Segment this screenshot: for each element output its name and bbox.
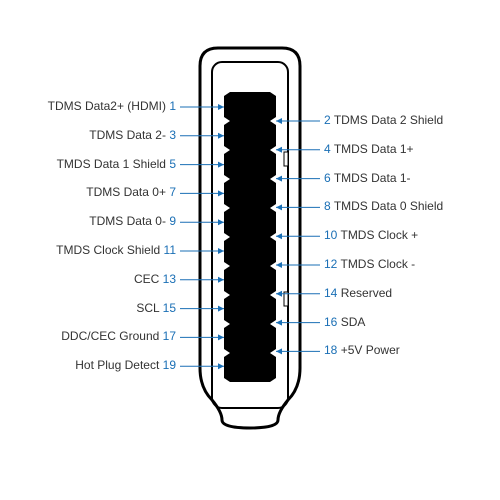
pin-label: SCL 15 — [136, 302, 176, 314]
pin-label: 8 TMDS Data 0 Shield — [324, 200, 443, 212]
pin-number: 8 — [324, 199, 331, 213]
pin-number: 3 — [169, 128, 176, 142]
pin-text: TMDS Clock Shield — [56, 243, 160, 257]
pin-text: TDMS Data 0+ — [86, 185, 166, 199]
pin-text: TMDS Data 0 Shield — [334, 199, 443, 213]
pin-number: 7 — [169, 185, 176, 199]
pin-label: 4 TMDS Data 1+ — [324, 143, 414, 155]
pin-label: 14 Reserved — [324, 287, 392, 299]
pin-text: SCL — [136, 301, 159, 315]
pin-number: 6 — [324, 171, 331, 185]
pin-number: 18 — [324, 343, 337, 357]
pin-text: Hot Plug Detect — [75, 358, 159, 372]
pin-text: +5V Power — [341, 343, 400, 357]
pin-text: TDMS Data 2 Shield — [334, 113, 443, 127]
pin-label: 2 TDMS Data 2 Shield — [324, 114, 443, 126]
pin-number: 12 — [324, 257, 337, 271]
pin-number: 13 — [163, 272, 176, 286]
pin-text: TMDS Clock + — [340, 228, 418, 242]
pin-label: TDMS Data2+ (HDMI) 1 — [48, 100, 176, 112]
pin-label: Hot Plug Detect 19 — [75, 359, 176, 371]
pin-label: 16 SDA — [324, 316, 365, 328]
pin-text: TMDS Data 1+ — [334, 142, 414, 156]
pin-number: 19 — [163, 358, 176, 372]
pin-number: 14 — [324, 286, 337, 300]
pin-label: TMDS Clock Shield 11 — [56, 244, 176, 256]
pin-number: 16 — [324, 315, 337, 329]
pin-text: CEC — [134, 272, 159, 286]
pin-number: 17 — [163, 329, 176, 343]
pin-number: 15 — [163, 301, 176, 315]
pin-number: 1 — [169, 99, 176, 113]
pin-label: 10 TMDS Clock + — [324, 229, 418, 241]
pin-label: DDC/CEC Ground 17 — [61, 330, 176, 342]
pin-label: TDMS Data 0- 9 — [89, 215, 176, 227]
pin-number: 10 — [324, 228, 337, 242]
pin-text: TMDS Data 1 Shield — [57, 157, 166, 171]
pin-number: 11 — [164, 243, 176, 257]
pin-number: 2 — [324, 113, 331, 127]
pin-text: TDMS Data2+ (HDMI) — [48, 99, 166, 113]
pin-number: 4 — [324, 142, 331, 156]
pin-label: CEC 13 — [134, 273, 176, 285]
pin-text: TMDS Clock - — [340, 257, 415, 271]
pin-label: TDMS Data 0+ 7 — [86, 186, 176, 198]
pin-text: TDMS Data 0- — [89, 214, 166, 228]
pin-label: TMDS Data 1 Shield 5 — [57, 158, 176, 170]
pin-text: TDMS Data 2- — [89, 128, 166, 142]
pin-text: DDC/CEC Ground — [61, 329, 159, 343]
pin-label: 12 TMDS Clock - — [324, 258, 415, 270]
pin-number: 9 — [169, 214, 176, 228]
pin-text: Reserved — [341, 286, 392, 300]
pin-label: 6 TMDS Data 1- — [324, 172, 411, 184]
pin-text: TMDS Data 1- — [334, 171, 411, 185]
pin-label: TDMS Data 2- 3 — [89, 129, 176, 141]
pin-text: SDA — [341, 315, 366, 329]
pin-label: 18 +5V Power — [324, 344, 400, 356]
pin-number: 5 — [169, 157, 176, 171]
